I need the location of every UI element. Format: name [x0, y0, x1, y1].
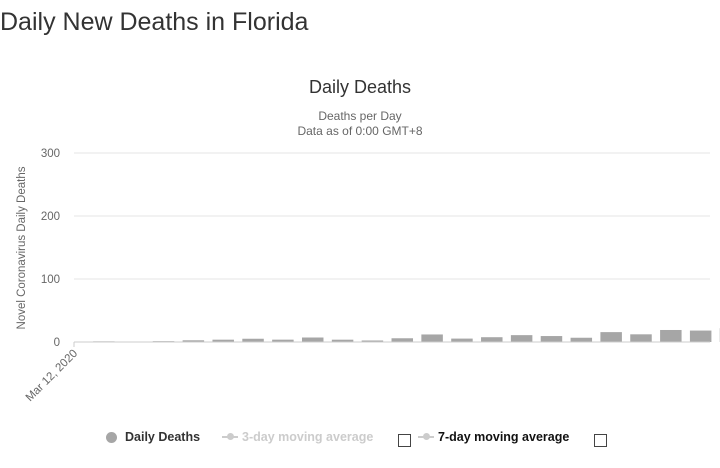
bar[interactable] — [361, 340, 384, 343]
bar[interactable] — [451, 338, 473, 342]
legend-label-3day-average: 3-day moving average — [242, 430, 374, 444]
bar[interactable] — [272, 339, 294, 342]
chart-subtitle-date: Data as of 0:00 GMT+8 — [297, 124, 422, 138]
legend-label-daily-deaths: Daily Deaths — [125, 430, 201, 444]
bars — [93, 328, 720, 343]
bar[interactable] — [510, 335, 533, 342]
bar[interactable] — [331, 339, 354, 342]
bar[interactable] — [421, 334, 443, 342]
y-tick-labels: 0 100 200 300 — [41, 148, 60, 349]
y-axis-label: Novel Coronavirus Daily Deaths — [16, 166, 28, 329]
bar[interactable] — [689, 330, 712, 342]
bar[interactable] — [182, 340, 205, 342]
bar[interactable] — [570, 337, 593, 342]
bar[interactable] — [242, 338, 264, 342]
legend-line-marker-icon — [222, 433, 238, 440]
bar[interactable] — [630, 334, 652, 342]
legend-item-daily-deaths[interactable]: Daily Deaths — [106, 430, 200, 444]
bar[interactable] — [660, 329, 682, 342]
legend-item-3day-average[interactable]: 3-day moving average — [222, 430, 373, 444]
chart-subtitle: Deaths per Day — [318, 109, 401, 123]
bar[interactable] — [391, 338, 414, 342]
legend-label-7day-average: 7-day moving average — [438, 430, 570, 444]
page-title: Daily New Deaths in Florida — [0, 8, 309, 36]
y-tick-label: 200 — [41, 211, 60, 223]
y-tick-label: 300 — [41, 148, 60, 160]
toggle-7day-checkbox[interactable] — [594, 434, 607, 447]
y-tick-label: 0 — [54, 337, 60, 349]
legend-item-7day-average[interactable]: 7-day moving average — [418, 430, 569, 444]
toggle-3day-checkbox[interactable] — [398, 434, 411, 447]
x-tick-labels: Mar 12, 2020Apr 05, 2020Apr 29, 2020May … — [24, 342, 80, 404]
legend-line-marker-icon — [418, 433, 434, 440]
chart-title: Daily Deaths — [309, 77, 411, 97]
y-tick-label: 100 — [41, 274, 60, 286]
bar[interactable] — [481, 337, 503, 342]
legend-dot-icon — [106, 431, 117, 443]
bar[interactable] — [540, 336, 563, 342]
grid-lines — [74, 152, 710, 280]
bar[interactable] — [600, 332, 622, 342]
bar[interactable] — [212, 339, 234, 342]
bar[interactable] — [301, 337, 324, 342]
legend: Daily Deaths 3-day moving average 7-day … — [0, 426, 720, 450]
x-tick-label: Mar 12, 2020 — [24, 348, 80, 404]
